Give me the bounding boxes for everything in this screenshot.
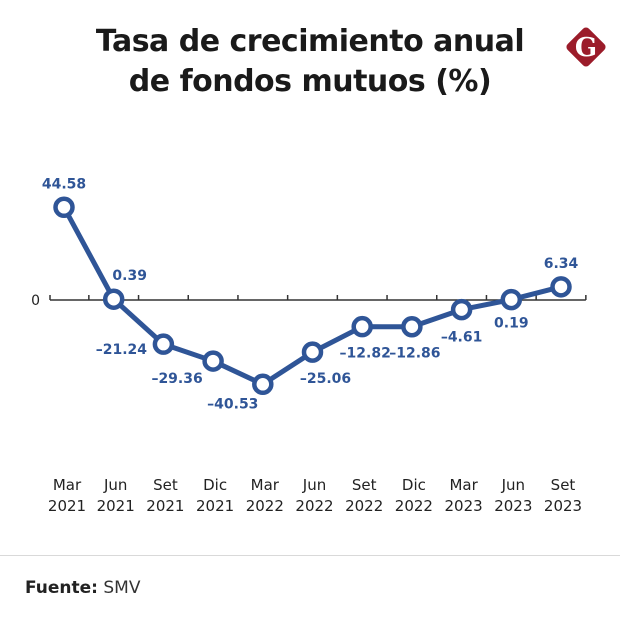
data-label: –12.82 [340,346,391,362]
x-tick-label-month: Jun [501,476,525,494]
data-point [550,276,572,298]
data-label: –21.24 [96,342,148,358]
x-tick-label-month: Mar [251,476,280,494]
chart-title-line-1: Tasa de crecimiento anual [95,24,525,59]
x-tick-label-year: 2021 [97,497,135,515]
data-label: 0.39 [112,268,147,284]
x-tick-label-year: 2022 [246,497,284,515]
y-zero-label: 0 [31,293,40,309]
data-point [102,288,125,310]
x-tick-label-month: Dic [203,476,227,494]
source-note: Fuente: SMV [25,578,140,598]
data-label: 44.58 [42,176,86,192]
data-label: –12.86 [389,346,440,362]
data-point [500,288,523,311]
footer-divider [0,555,620,556]
logo-letter: G [575,33,597,63]
data-point [450,298,473,321]
data-label: –25.06 [300,371,351,387]
data-label: –40.53 [207,396,258,412]
x-tick-label-month: Set [551,476,576,494]
data-point [301,341,324,363]
x-tick-label-year: 2022 [345,497,383,515]
x-tick-label-month: Jun [103,476,127,494]
x-tick-label-year: 2022 [395,497,433,515]
data-point [152,333,175,355]
data-point [53,196,75,219]
x-tick-label-month: Jun [302,476,326,494]
x-tick-label-year: 2021 [196,497,234,515]
data-label: –4.61 [441,330,483,346]
x-tick-label-month: Mar [449,476,478,494]
logo-diamond [566,27,606,67]
x-tick-labels-layer: Mar 2021 Jun 2021 Set 2021 Dic 2021 Mar 2022 Jun 20… [48,476,582,515]
chart-title: Tasa de crecimiento anual de fondos mutu… [60,22,560,102]
x-tick-label-year: 2023 [445,497,483,515]
data-labels-layer: 44.580.39–21.24–29.36–40.53–25.06–12.82–… [42,176,579,412]
x-tick-label-year: 2023 [494,497,532,515]
data-label: 0.19 [494,316,529,332]
x-tick-label-month: Mar [53,476,82,494]
x-tick-label-month: Set [352,476,377,494]
data-points-layer [53,196,572,396]
x-axis: 0 [31,293,587,309]
source-value: SMV [103,578,141,598]
x-tick-label-year: 2021 [146,497,184,515]
data-label: 6.34 [544,256,579,272]
x-tick-label-year: 2023 [544,497,582,515]
data-point [202,350,224,372]
x-tick-label-year: 2021 [48,497,86,515]
data-label: –29.36 [151,371,202,387]
data-point [252,373,274,396]
x-tick-label-month: Dic [402,476,426,494]
source-label: Fuente: [25,578,98,598]
data-point [351,315,373,338]
x-tick-label-month: Set [153,476,178,494]
x-tick-label-year: 2022 [295,497,333,515]
brand-logo-icon: G [566,27,606,67]
chart-title-line-2: de fondos mutuos (%) [128,64,492,99]
data-point [401,315,423,338]
line-chart: 0 44.58 0.39 –21.24–29.36 –40.53 –25.06 –12.8… [31,176,587,515]
